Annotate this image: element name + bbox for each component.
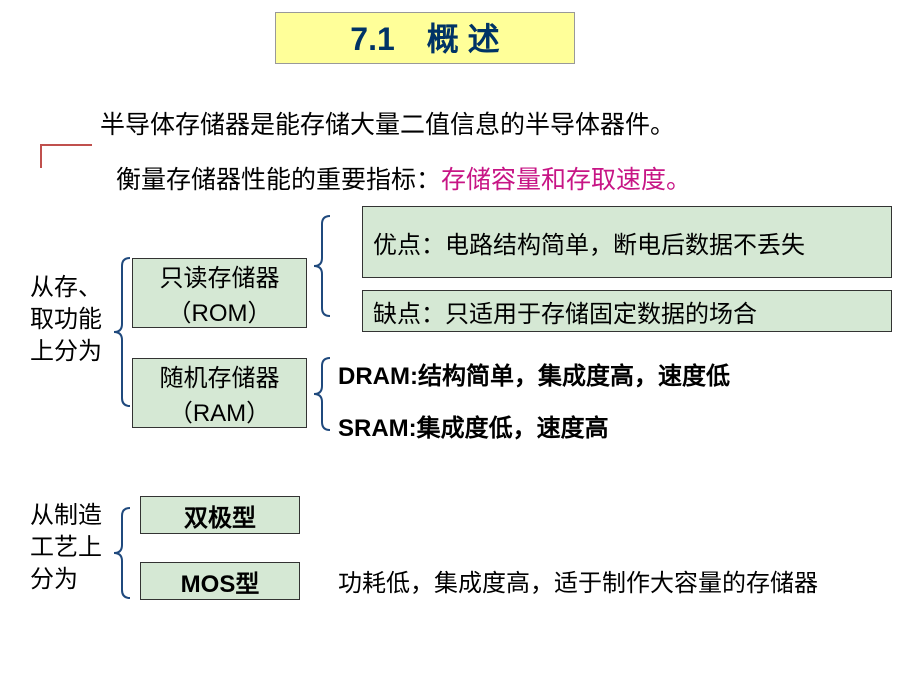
ram-line2: （RAM） (160, 393, 280, 428)
rom-box-text: 只读存储器 （ROM） (160, 258, 280, 328)
ram-line1: 随机存储器 (160, 358, 280, 393)
intro-line-2: 衡量存储器性能的重要指标：存储容量和存取速度。 (116, 160, 691, 196)
rom-box: 只读存储器 （ROM） (132, 258, 307, 328)
intro-line-2-black: 衡量存储器性能的重要指标： (116, 166, 441, 194)
sram-text: SRAM:集成度低，速度高 (338, 408, 609, 443)
rom-advantage-text: 优点：电路结构简单，断电后数据不丢失 (373, 225, 805, 260)
ram-box: 随机存储器 （RAM） (132, 358, 307, 428)
rom-line1: 只读存储器 (160, 258, 280, 293)
corner-accent (40, 144, 92, 168)
mos-text: MOS型 (181, 564, 260, 599)
bracket-ram (312, 358, 330, 430)
bracket-cat1 (112, 258, 130, 406)
rom-disadvantage-box: 缺点：只适用于存储固定数据的场合 (362, 290, 892, 332)
category-1-label: 从存、取功能上分为 (30, 272, 102, 368)
rom-advantage-box: 优点：电路结构简单，断电后数据不丢失 (362, 206, 892, 278)
section-title: 7.1 概 述 (275, 12, 575, 64)
intro-line-1: 半导体存储器是能存储大量二值信息的半导体器件。 (100, 105, 675, 141)
bipolar-box: 双极型 (140, 496, 300, 534)
bracket-rom (312, 216, 330, 316)
section-title-text: 7.1 概 述 (350, 21, 499, 57)
ram-box-text: 随机存储器 （RAM） (160, 358, 280, 428)
bracket-cat2 (112, 508, 130, 598)
dram-text: DRAM:结构简单，集成度高，速度低 (338, 356, 730, 391)
mos-note-text: 功耗低，集成度高，适于制作大容量的存储器 (338, 568, 878, 600)
rom-line2: （ROM） (160, 293, 280, 328)
mos-box: MOS型 (140, 562, 300, 600)
bipolar-text: 双极型 (184, 498, 256, 533)
intro-line-2-magenta: 存储容量和存取速度。 (441, 166, 691, 194)
rom-disadvantage-text: 缺点：只适用于存储固定数据的场合 (373, 294, 757, 329)
category-2-label: 从制造工艺上分为 (30, 500, 102, 596)
